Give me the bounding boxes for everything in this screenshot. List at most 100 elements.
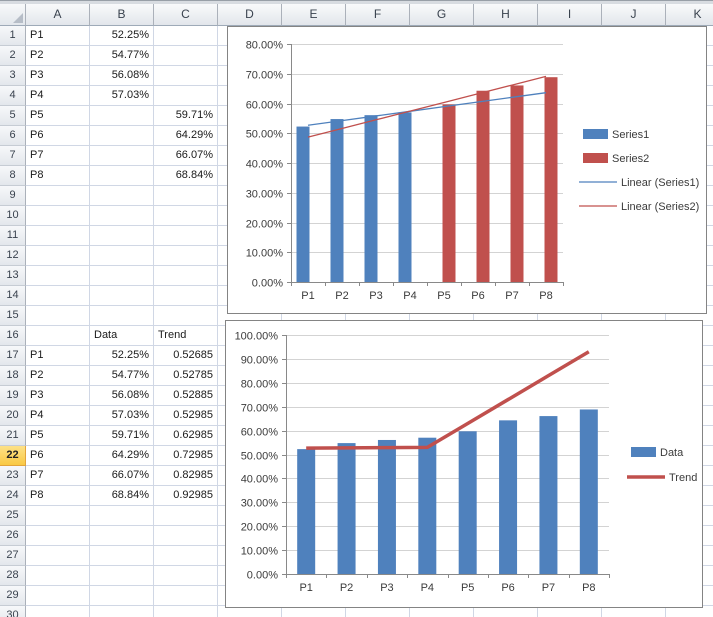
column-header-G[interactable]: G [410, 4, 474, 26]
cell-A7[interactable]: P7 [30, 149, 44, 161]
cell-C6[interactable]: 64.29% [175, 129, 213, 141]
cell-A24[interactable]: P8 [30, 489, 44, 501]
cell-A19[interactable]: P3 [30, 389, 44, 401]
cell-B19[interactable]: 56.08% [111, 389, 149, 401]
row-header-29[interactable]: 29 [0, 586, 26, 606]
column-header-D[interactable]: D [218, 4, 282, 26]
row-header-30[interactable]: 30 [0, 606, 26, 617]
cell-A2[interactable]: P2 [30, 49, 44, 61]
chart2-canvas: 0.00% 10.00% 20.00% 30.00% 40.00% 50.00% 60.00… [235, 331, 698, 595]
cell-B18[interactable]: 54.77% [111, 369, 149, 381]
cell-C19[interactable]: 0.52885 [173, 389, 213, 401]
row-header-6[interactable]: 6 [0, 126, 26, 146]
row-header-23[interactable]: 23 [0, 466, 26, 486]
chart1-canvas: 0.00% 10.00% 20.00% 30.00% 40.00% 50.00% 60.00… [246, 40, 700, 303]
cell-B1[interactable]: 52.25% [111, 29, 149, 41]
cell-A21[interactable]: P5 [30, 429, 44, 441]
cell-C20[interactable]: 0.52985 [173, 409, 213, 421]
cell-A20[interactable]: P4 [30, 409, 44, 421]
column-header-I[interactable]: I [538, 4, 602, 26]
cell-C8[interactable]: 68.84% [175, 169, 213, 181]
svg-text:0.00%: 0.00% [247, 570, 278, 582]
cell-A18[interactable]: P2 [30, 369, 44, 381]
column-header-F[interactable]: F [346, 4, 410, 26]
svg-text:Series1: Series1 [612, 129, 649, 141]
svg-text:P6: P6 [471, 290, 484, 302]
svg-text:10.00%: 10.00% [241, 546, 279, 558]
cell-C22[interactable]: 0.72985 [173, 449, 213, 461]
svg-text:20.00%: 20.00% [241, 522, 279, 534]
row-header-4[interactable]: 4 [0, 86, 26, 106]
cell-B3[interactable]: 56.08% [111, 69, 149, 81]
column-header-K[interactable]: K [666, 4, 713, 26]
cell-C23[interactable]: 0.82985 [173, 469, 213, 481]
select-all-corner[interactable] [0, 4, 26, 26]
row-header-14[interactable]: 14 [0, 286, 26, 306]
column-header-C[interactable]: C [154, 4, 218, 26]
row-header-16[interactable]: 16 [0, 326, 26, 346]
row-header-11[interactable]: 11 [0, 226, 26, 246]
row-header-26[interactable]: 26 [0, 526, 26, 546]
row-header-12[interactable]: 12 [0, 246, 26, 266]
cell-B4[interactable]: 57.03% [111, 89, 149, 101]
row-header-20[interactable]: 20 [0, 406, 26, 426]
svg-text:Series2: Series2 [612, 153, 649, 165]
row-header-24[interactable]: 24 [0, 486, 26, 506]
cell-A22[interactable]: P6 [30, 449, 44, 461]
row-header-2[interactable]: 2 [0, 46, 26, 66]
row-header-13[interactable]: 13 [0, 266, 26, 286]
chart-data-trend[interactable]: 0.00% 10.00% 20.00% 30.00% 40.00% 50.00% 60.00… [225, 320, 703, 608]
cell-C7[interactable]: 66.07% [175, 149, 213, 161]
row-header-10[interactable]: 10 [0, 206, 26, 226]
svg-text:Data: Data [660, 447, 684, 459]
cell-C21[interactable]: 0.62985 [173, 429, 213, 441]
cell-C18[interactable]: 0.52785 [173, 369, 213, 381]
row-header-18[interactable]: 18 [0, 366, 26, 386]
svg-text:40.00%: 40.00% [241, 474, 279, 486]
row-header-28[interactable]: 28 [0, 566, 26, 586]
row-header-25[interactable]: 25 [0, 506, 26, 526]
cell-B20[interactable]: 57.03% [111, 409, 149, 421]
column-header-A[interactable]: A [26, 4, 90, 26]
column-header-B[interactable]: B [90, 4, 154, 26]
cell-A5[interactable]: P5 [30, 109, 44, 121]
cell-A8[interactable]: P8 [30, 169, 44, 181]
svg-text:P3: P3 [369, 290, 382, 302]
row-header-1[interactable]: 1 [0, 26, 26, 46]
column-header-J[interactable]: J [602, 4, 666, 26]
cell-C24[interactable]: 0.92985 [173, 489, 213, 501]
svg-text:20.00%: 20.00% [246, 219, 284, 231]
cell-B16[interactable]: Data [94, 329, 118, 341]
row-header-22[interactable]: 22 [0, 446, 26, 466]
row-header-8[interactable]: 8 [0, 166, 26, 186]
svg-text:70.00%: 70.00% [246, 70, 284, 82]
cell-C16[interactable]: Trend [158, 329, 187, 341]
row-header-7[interactable]: 7 [0, 146, 26, 166]
row-header-19[interactable]: 19 [0, 386, 26, 406]
cell-B22[interactable]: 64.29% [111, 449, 149, 461]
cell-A3[interactable]: P3 [30, 69, 44, 81]
cell-B21[interactable]: 59.71% [111, 429, 149, 441]
cell-A23[interactable]: P7 [30, 469, 44, 481]
cell-B23[interactable]: 66.07% [111, 469, 149, 481]
cell-B24[interactable]: 68.84% [111, 489, 149, 501]
cell-A1[interactable]: P1 [30, 29, 44, 41]
cell-C5[interactable]: 59.71% [175, 109, 213, 121]
cell-C17[interactable]: 0.52685 [173, 349, 213, 361]
cell-B17[interactable]: 52.25% [111, 349, 149, 361]
row-header-27[interactable]: 27 [0, 546, 26, 566]
column-header-H[interactable]: H [474, 4, 538, 26]
row-header-3[interactable]: 3 [0, 66, 26, 86]
row-header-9[interactable]: 9 [0, 186, 26, 206]
row-header-5[interactable]: 5 [0, 106, 26, 126]
svg-text:P5: P5 [461, 582, 474, 594]
cell-A17[interactable]: P1 [30, 349, 44, 361]
chart-series-trendlines[interactable]: 0.00% 10.00% 20.00% 30.00% 40.00% 50.00% 60.00… [227, 26, 707, 314]
row-header-15[interactable]: 15 [0, 306, 26, 326]
cell-A4[interactable]: P4 [30, 89, 44, 101]
row-header-17[interactable]: 17 [0, 346, 26, 366]
row-header-21[interactable]: 21 [0, 426, 26, 446]
column-header-E[interactable]: E [282, 4, 346, 26]
cell-A6[interactable]: P6 [30, 129, 44, 141]
cell-B2[interactable]: 54.77% [111, 49, 149, 61]
